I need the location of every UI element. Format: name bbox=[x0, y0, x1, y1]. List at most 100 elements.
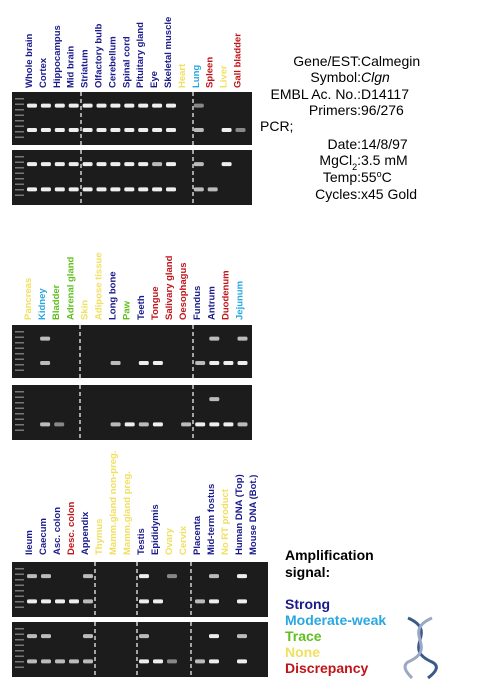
info-value: 3.5 mM bbox=[361, 152, 408, 168]
gel-band bbox=[207, 187, 218, 192]
info-label: Cycles: bbox=[315, 186, 361, 202]
gel-band bbox=[40, 128, 51, 133]
gel-band bbox=[96, 187, 107, 192]
gel-band bbox=[139, 574, 149, 579]
gel-band bbox=[193, 103, 204, 108]
gel-band bbox=[41, 574, 51, 579]
gel bbox=[12, 150, 252, 205]
gel-band bbox=[40, 162, 51, 167]
gel-band bbox=[124, 422, 135, 427]
gel-band bbox=[83, 659, 93, 664]
info-text: D14117 bbox=[361, 86, 409, 102]
gel-band bbox=[27, 128, 37, 133]
ladder-band bbox=[15, 429, 24, 431]
lane-label: Jejunum bbox=[235, 281, 246, 320]
ladder-band bbox=[15, 590, 24, 592]
ladder-band bbox=[15, 131, 24, 133]
gel-band bbox=[139, 659, 149, 664]
ladder-band bbox=[15, 114, 24, 116]
gel-band bbox=[83, 574, 93, 579]
gel-band bbox=[223, 361, 234, 366]
lane-label: Human DNA (Top) bbox=[234, 474, 245, 555]
gel-band bbox=[153, 659, 163, 664]
gel-band bbox=[40, 361, 51, 366]
gel-band bbox=[139, 634, 149, 639]
gel-band bbox=[83, 634, 93, 639]
ladder-band bbox=[15, 167, 24, 169]
ladder-band bbox=[15, 120, 24, 122]
info-label: Temp: bbox=[323, 169, 361, 185]
ladder-band bbox=[15, 568, 24, 570]
gel-band bbox=[68, 103, 79, 108]
ladder-band bbox=[15, 347, 24, 349]
ladder-band bbox=[15, 98, 24, 100]
gel-band bbox=[221, 128, 232, 133]
gel-band bbox=[27, 187, 37, 192]
info-value: 14/8/97 bbox=[361, 136, 408, 152]
gel-band bbox=[209, 336, 220, 341]
lane-label: Mouse DNA (Bot.) bbox=[248, 475, 259, 555]
gel-band bbox=[193, 162, 204, 167]
gel-band bbox=[110, 128, 121, 133]
lane-label: Epididymis bbox=[150, 504, 161, 555]
lane-label: Ileum bbox=[24, 530, 35, 555]
info-text: PCR; bbox=[260, 118, 293, 134]
lane-label: Testis bbox=[136, 528, 147, 555]
ladder-band bbox=[15, 161, 24, 163]
ladder-band bbox=[15, 172, 24, 174]
gel-band bbox=[110, 187, 121, 192]
ladder-band bbox=[15, 418, 24, 420]
legend-item: Discrepancy bbox=[285, 660, 368, 676]
lane-label: Mamm.gland preg. bbox=[122, 471, 133, 555]
ladder-band bbox=[15, 666, 24, 668]
info-label: Symbol: bbox=[310, 69, 361, 85]
gel-band bbox=[40, 336, 51, 341]
gel-band bbox=[209, 361, 220, 366]
ladder-band bbox=[15, 595, 24, 597]
gel-band bbox=[152, 162, 163, 167]
gel-band bbox=[209, 659, 219, 664]
gel-band bbox=[54, 187, 65, 192]
gel-band bbox=[69, 659, 79, 664]
ladder-band bbox=[15, 358, 24, 360]
gel-band bbox=[54, 128, 65, 133]
gel-band bbox=[152, 422, 163, 427]
info-value: Calmegin bbox=[361, 53, 420, 69]
gel-band bbox=[27, 659, 37, 664]
gel-band bbox=[40, 103, 51, 108]
lane-label: Lung bbox=[191, 65, 202, 88]
info-text: C bbox=[382, 169, 392, 185]
info-value: 55oC bbox=[361, 169, 392, 185]
gel-band bbox=[54, 422, 65, 427]
lane-label: Ovary bbox=[164, 527, 175, 555]
lane-label: Whole brain bbox=[24, 33, 35, 88]
lane-label: Oesophagus bbox=[178, 262, 189, 320]
ladder-band bbox=[15, 573, 24, 575]
dna-icon bbox=[403, 616, 438, 679]
gel-band bbox=[139, 599, 149, 604]
ladder-band bbox=[15, 407, 24, 409]
gel-band bbox=[193, 187, 204, 192]
info-text: Calmegin bbox=[361, 53, 420, 69]
ladder-band bbox=[15, 189, 24, 191]
ladder-band bbox=[15, 650, 24, 652]
ladder-band bbox=[15, 639, 24, 641]
gel-band bbox=[209, 599, 219, 604]
gel bbox=[12, 92, 252, 145]
lane-label: Paw bbox=[122, 300, 133, 320]
ladder-band bbox=[15, 178, 24, 180]
lane-label: Fundus bbox=[192, 286, 203, 320]
lane-label: Long bone bbox=[108, 271, 119, 320]
info-text: 2 bbox=[352, 162, 357, 172]
info-text: 96/276 bbox=[361, 102, 404, 118]
ladder-band bbox=[15, 364, 24, 366]
lane-label: Striatum bbox=[80, 49, 91, 88]
lane-label: Gall bladder bbox=[233, 33, 244, 88]
info-label: MgCl2: bbox=[319, 152, 361, 172]
ladder-band bbox=[15, 336, 24, 338]
ladder-band bbox=[15, 402, 24, 404]
lane-label: Tongue bbox=[150, 286, 161, 320]
ladder-band bbox=[15, 661, 24, 663]
ladder-band bbox=[15, 579, 24, 581]
